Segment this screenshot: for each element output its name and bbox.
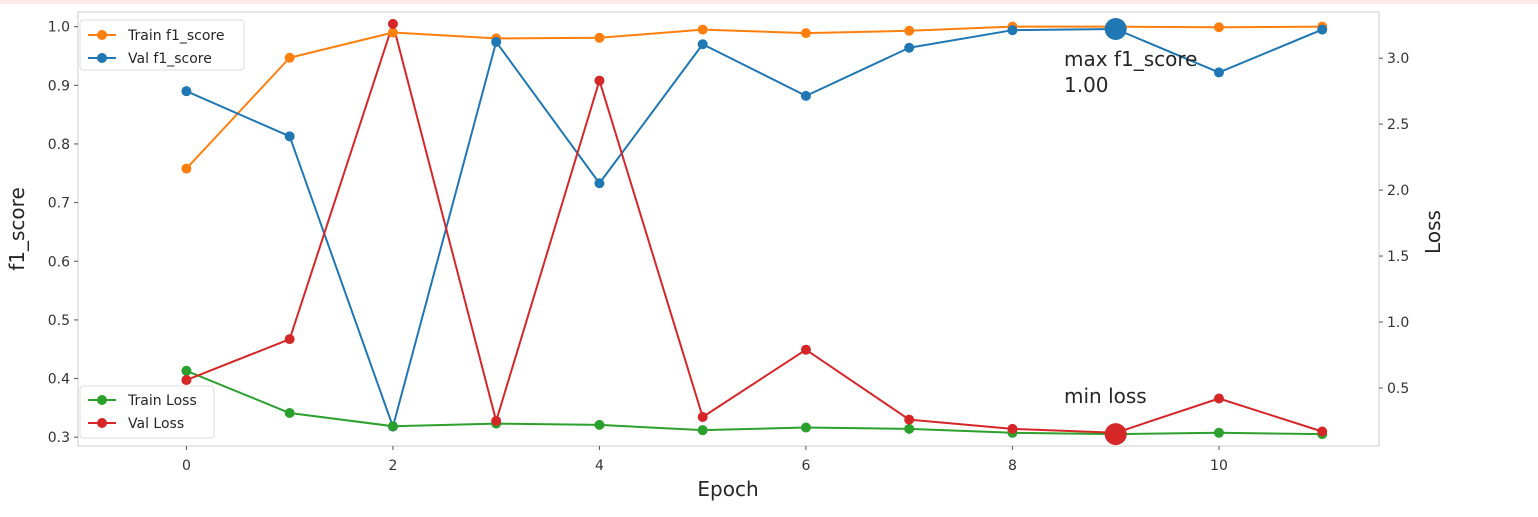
legend-train-loss-swatch-marker — [97, 395, 107, 405]
val-loss-point-0 — [181, 375, 192, 386]
right-y-tick-label-3: 2.0 — [1387, 183, 1409, 199]
train-loss-point-6 — [800, 422, 811, 433]
x-tick-label-4: 4 — [595, 458, 604, 474]
train-loss-point-7 — [904, 423, 915, 434]
train-f1-score-point-5 — [697, 24, 708, 35]
x-tick-label-2: 2 — [388, 458, 397, 474]
left-y-tick-label-1: 0.4 — [48, 372, 70, 388]
left-y-tick-label-7: 1.0 — [48, 20, 70, 36]
legend-loss: Train Loss Val Loss — [79, 385, 215, 439]
val-loss-point-10 — [1213, 393, 1224, 404]
left-y-tick-label-6: 0.9 — [48, 78, 70, 94]
min-loss-annotation: min loss — [1064, 384, 1147, 408]
legend-f1: Train f1_score Val f1_score — [79, 19, 245, 71]
train-loss-point-1 — [284, 408, 295, 419]
x-tick-label-8: 8 — [1008, 458, 1017, 474]
val-f1-score-point-3 — [491, 36, 502, 47]
right-y-tick-label-0: 0.5 — [1387, 381, 1409, 397]
max-f1-highlight-marker — [1104, 18, 1127, 41]
x-tick-label-6: 6 — [801, 458, 810, 474]
train-f1-score-line — [185, 25, 1323, 170]
max-f1-annotation-line2: 1.00 — [1064, 73, 1109, 97]
legend-val-f1-swatch-marker — [97, 53, 107, 63]
legend-val-loss-swatch-marker — [97, 418, 107, 428]
val-loss-point-3 — [491, 415, 502, 426]
train-f1-score-point-6 — [800, 28, 811, 39]
series-points — [181, 18, 1328, 446]
val-f1-score-point-6 — [800, 90, 811, 101]
val-loss-point-11 — [1317, 426, 1328, 437]
left-y-tick-label-2: 0.5 — [48, 313, 70, 329]
val-loss-point-8 — [1007, 423, 1018, 434]
val-loss-line — [186, 22, 1323, 434]
max-f1-annotation-line1: max f1_score — [1064, 47, 1197, 71]
val-loss-point-6 — [800, 344, 811, 355]
val-loss-point-2 — [387, 18, 398, 29]
legend-train-f1-label: Train f1_score — [127, 28, 225, 44]
x-axis-label: Epoch — [697, 477, 758, 501]
series-lines — [185, 22, 1323, 436]
left-y-tick-label-5: 0.8 — [48, 137, 70, 153]
val-f1-score-point-7 — [904, 42, 915, 53]
train-loss-point-4 — [594, 419, 605, 430]
train-f1-score-point-4 — [594, 32, 605, 43]
min-loss-highlight-marker — [1104, 423, 1127, 446]
left-y-axis-label: f1_score — [5, 187, 29, 271]
right-y-tick-label-4: 2.5 — [1387, 117, 1409, 133]
val-f1-score-point-0 — [181, 86, 192, 97]
train-loss-line — [186, 369, 1323, 436]
train-f1-score-point-7 — [904, 25, 915, 36]
right-y-tick-label-1: 1.0 — [1387, 315, 1409, 331]
train-f1-score-point-1 — [284, 52, 295, 63]
x-tick-label-10: 10 — [1210, 458, 1228, 474]
train-loss-point-2 — [387, 421, 398, 432]
left-y-tick-label-3: 0.6 — [48, 254, 70, 270]
right-y-tick-label-5: 3.0 — [1387, 51, 1409, 67]
right-y-tick-label-2: 1.5 — [1387, 249, 1409, 265]
right-y-axis-label: Loss — [1421, 210, 1445, 254]
val-loss-point-1 — [284, 334, 295, 345]
train-f1-score-point-2 — [387, 27, 398, 38]
x-tick-label-0: 0 — [182, 458, 191, 474]
val-f1-score-point-4 — [594, 178, 605, 189]
legend-val-f1-label: Val f1_score — [128, 51, 212, 67]
legend-train-f1-swatch-marker — [97, 30, 107, 40]
val-f1-score-line — [186, 28, 1323, 428]
left-y-tick-label-4: 0.7 — [48, 196, 70, 212]
train-loss-point-0 — [181, 365, 192, 376]
val-loss-point-4 — [594, 75, 605, 86]
left-y-tick-label-0: 0.3 — [48, 430, 70, 446]
val-f1-score-point-10 — [1213, 67, 1224, 78]
val-f1-score-point-1 — [284, 131, 295, 142]
axis-ticks: 0 2 4 6 8 10 0.3 0.4 0.5 0.6 0.7 0.8 0.9 1.0 0.5 1.0 1.5… — [48, 20, 1410, 474]
train-f1-score-point-10 — [1213, 22, 1224, 33]
legend-f1-frame — [79, 19, 245, 71]
top-band — [0, 0, 1538, 4]
val-f1-score-point-8 — [1007, 25, 1018, 36]
train-loss-point-5 — [697, 425, 708, 436]
train-f1-score-point-0 — [181, 163, 192, 174]
val-loss-point-7 — [904, 414, 915, 425]
legend-val-loss-label: Val Loss — [128, 416, 184, 432]
val-f1-score-point-11 — [1317, 24, 1328, 35]
legend-train-loss-label: Train Loss — [127, 393, 197, 409]
val-f1-score-point-5 — [697, 39, 708, 50]
plot-area — [77, 11, 1380, 447]
train-loss-point-10 — [1213, 427, 1224, 438]
val-loss-point-5 — [697, 411, 708, 422]
